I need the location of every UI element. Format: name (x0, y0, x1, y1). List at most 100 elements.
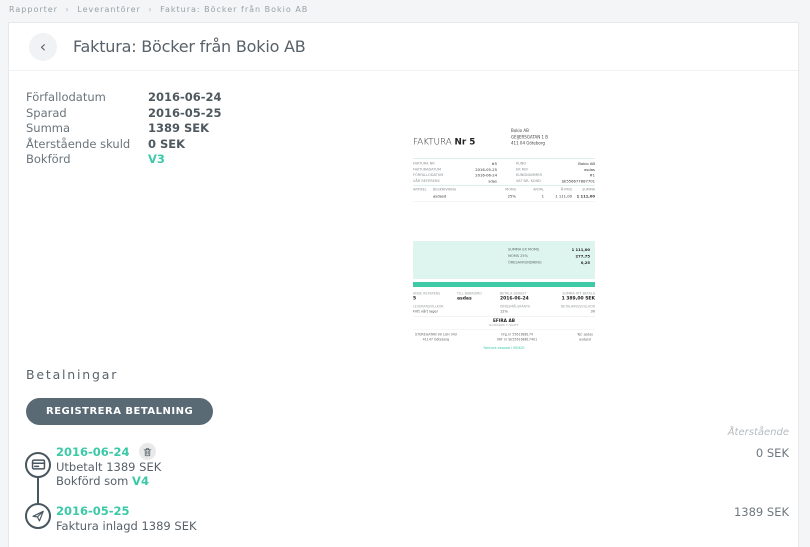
cell-artikel (413, 194, 433, 199)
footer-company: EFIRA AB (493, 318, 515, 324)
detail-row-sparad: Sparad 2016-05-25 (26, 106, 798, 122)
payment-event: 2016-05-25 Faktura inlagd 1389 SEK 1389 … (56, 503, 798, 534)
pay-value: asdas (457, 296, 472, 301)
summary-label: SUMMA EX MOMS (508, 247, 540, 252)
items-row: asdasd 25% 1 1 111,00 1 111,00 (413, 192, 595, 202)
meta-value: #5 (491, 161, 497, 167)
payment-event: 2016-06-24 Utbetalt 1389 SEK Bokförd som (56, 443, 798, 489)
event-verification: Bokförd som V4 (56, 474, 798, 489)
detail-label: Återstående skuld (26, 136, 131, 151)
term-label: DRÖJSMÅLSRÄNTA (500, 304, 530, 309)
items-header-row: ARTIKEL BESKRIVNING MOMS ANTAL Å-PRIS SU… (413, 185, 595, 192)
meta-label: KUNDNUMMER (516, 173, 542, 177)
supplier-name: Bokio AB (511, 128, 529, 134)
invoice-meta: FAKTURA NR #5 FAKTURADATUM 2016-05-25 FÖRF… (413, 158, 595, 184)
verification-link-v4[interactable]: V4 (132, 474, 149, 488)
invoice-details-list: Förfallodatum 2016-06-24 Sparad 2016-05-… (26, 90, 798, 168)
meta-value: #1 (589, 173, 595, 178)
invoice-title: FAKTURA Nr 5 (413, 137, 475, 147)
col-header: MOMS (505, 187, 516, 192)
meta-label: FAKTURADATUM (413, 167, 441, 172)
supplier-city: 411 04 Göteborg (511, 141, 545, 146)
footer-address: STUREGATAN 99 LGH 343 41147 Göteborg (415, 332, 457, 342)
col-header: BESKRIVNING (433, 187, 457, 192)
meta-label: FÖRFALLODATUM (413, 173, 444, 177)
summary-value: 277,75 (575, 254, 590, 259)
summary-value: 1 111,00 (571, 247, 590, 253)
breadcrumb-item-rapporter[interactable]: Rapporter (9, 5, 58, 14)
register-payment-button[interactable]: REGISTRERA BETALNING (26, 397, 214, 425)
remaining-amount: 0 SEK (755, 445, 789, 460)
meta-value: sdas (488, 178, 497, 184)
invoice-items-table: ARTIKEL BESKRIVNING MOMS ANTAL Å-PRIS SU… (413, 185, 595, 202)
footer-org: Org.nr 5561688174 VAT nr SE556168817401 (496, 332, 538, 342)
footer-credit: Faktura skapad i BOKIO (483, 346, 525, 350)
pay-label: TILL BANKGIRO (457, 291, 482, 296)
invoice-number: Nr 5 (454, 137, 476, 147)
meta-value: SE556677887701 (561, 178, 595, 184)
cell-summa: 1 111,00 (576, 194, 595, 199)
meta-value: 2016-06-24 (475, 173, 497, 178)
breadcrumb-item-leverantorer[interactable]: Leverantörer (77, 5, 141, 14)
term-value: Fritt vårt lager (413, 309, 439, 314)
invoice-preview-thumbnail[interactable]: Bokio AB GEIJERSGATAN 1 B 411 04 Götebor… (409, 126, 599, 350)
invoice-supplier-address: Bokio AB GEIJERSGATAN 1 B 411 04 Götebor… (511, 128, 548, 147)
meta-value: asdas (584, 167, 595, 172)
invoice-meta-left: FAKTURA NR #5 FAKTURADATUM 2016-05-25 FÖRF… (413, 161, 497, 184)
detail-label: Bokförd (26, 152, 71, 166)
meta-label: VAT NR. KUND (516, 178, 541, 183)
term-label: BETALNINGSVILLKOR (560, 304, 595, 309)
payments-section: Betalningar REGISTRERA BETALNING Återstå… (9, 367, 798, 534)
term-label: LEVERANSVILLKOR (413, 304, 444, 309)
pay-value: 2016-06-24 (500, 296, 529, 301)
breadcrumb-separator: › (148, 5, 153, 14)
invoice-payment-row: ANGE REFERENS 5 TILL BANKGIRO asdas BETALA… (413, 291, 595, 302)
invoice-summary-box: SUMMA EX MOMS 1 111,00 MOMS 25% 277,75 ÖRE… (413, 241, 595, 279)
term-value: 30 (590, 309, 595, 314)
chevron-left-icon: ‹ (39, 36, 47, 56)
remaining-column-header: Återstående (727, 426, 789, 438)
event-description: Faktura inlagd 1389 SEK (56, 518, 197, 533)
card-header: ‹ Faktura: Böcker från Bokio AB (9, 23, 798, 71)
summary-label: MOMS 25% (508, 254, 528, 258)
event-date: 2016-06-24 (56, 444, 130, 459)
invoice-document: Bokio AB GEIJERSGATAN 1 B 411 04 Götebor… (409, 126, 599, 350)
verification-prefix: Bokförd som (56, 474, 129, 488)
meta-value: Bokio AB (578, 161, 595, 167)
meta-label: VÅR REFERENS (413, 178, 440, 183)
invoice-meta-right: KUND Bokio AB ER REF asdas KUNDNUMMER #1 VA… (516, 161, 595, 184)
detail-row-forfallodatum: Förfallodatum 2016-06-24 (26, 90, 798, 106)
pay-value: 1 389,00 SEK (561, 296, 595, 301)
col-header: Å-PRIS (560, 187, 572, 192)
meta-label: ER REF (516, 167, 529, 172)
detail-label: Sparad (26, 105, 67, 120)
detail-row-summa: Summa 1389 SEK (26, 121, 798, 137)
detail-value: 2016-06-24 (148, 90, 222, 104)
delete-payment-button[interactable] (138, 443, 156, 460)
meta-value: 2016-05-25 (475, 167, 497, 172)
event-description: Utbetalt 1389 SEK (56, 459, 162, 474)
detail-row-bokford: Bokförd V3 (26, 152, 798, 168)
remaining-amount: 1389 SEK (733, 504, 789, 519)
col-header: ANTAL (533, 187, 544, 192)
credit-card-icon (25, 451, 51, 478)
detail-value: 1389 SEK (148, 121, 210, 135)
detail-value: 2016-05-25 (148, 105, 222, 120)
footer-subtitle: GODKÄND F-SKATT (489, 324, 519, 327)
summary-label: ÖRESAVRUNDNING (508, 260, 542, 265)
payments-heading: Betalningar (26, 366, 119, 382)
summary-value: 0,25 (580, 260, 590, 266)
breadcrumb-separator: › (65, 5, 70, 14)
paper-plane-icon (25, 502, 51, 529)
supplier-street: GEIJERSGATAN 1 B (511, 134, 549, 140)
detail-label: Summa (26, 121, 71, 135)
trash-icon (143, 447, 151, 456)
invoice-accent-bar (413, 282, 595, 287)
detail-row-aterstaende-skuld: Återstående skuld 0 SEK (26, 137, 798, 153)
detail-value: 0 SEK (148, 136, 186, 151)
verification-link-v3[interactable]: V3 (148, 152, 165, 166)
cell-antal: 1 (541, 194, 544, 199)
breadcrumb-item-current: Faktura: Böcker från Bokio AB (160, 5, 309, 14)
payments-timeline: 2016-06-24 Utbetalt 1389 SEK Bokförd som (9, 443, 798, 534)
back-button[interactable]: ‹ (29, 32, 57, 61)
